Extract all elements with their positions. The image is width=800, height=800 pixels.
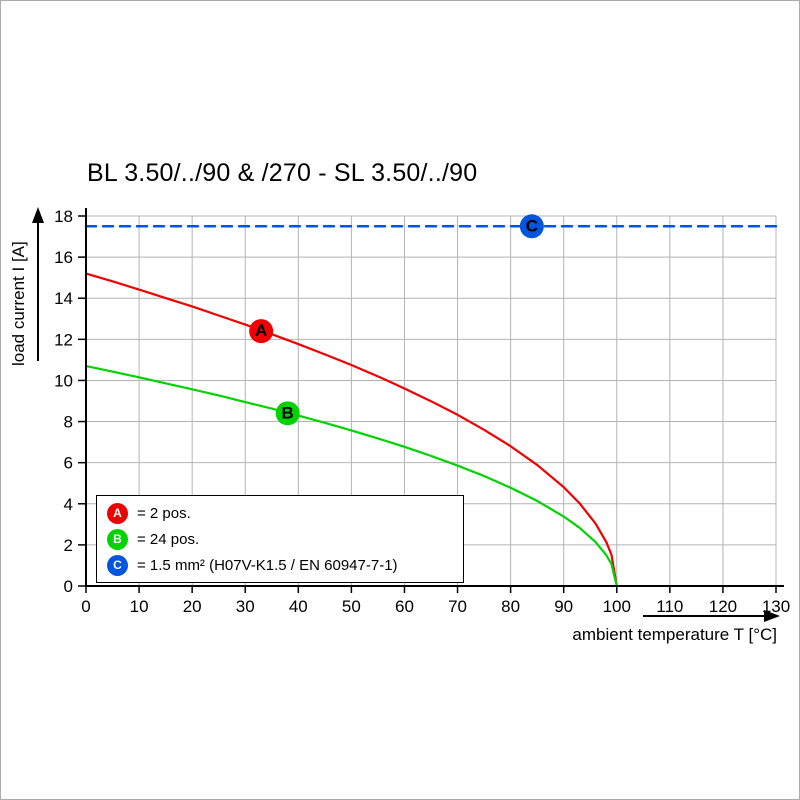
y-tick-label-12: 12	[54, 330, 73, 349]
y-axis-arrow-icon	[32, 207, 44, 361]
legend-item-b: B = 24 pos.	[107, 528, 453, 550]
x-tick-label-40: 40	[289, 597, 308, 616]
x-tick-label-80: 80	[501, 597, 520, 616]
legend-swatch-c-icon: C	[107, 554, 128, 576]
x-tick-label-100: 100	[603, 597, 631, 616]
chart-title: BL 3.50/../90 & /270 - SL 3.50/../90	[87, 159, 478, 187]
legend-label-b: = 24 pos.	[137, 530, 200, 548]
series-A-curve	[84, 272, 618, 588]
y-tick-label-0: 0	[64, 577, 73, 596]
y-tick-label-16: 16	[54, 248, 73, 267]
marker-C-bubble	[519, 214, 544, 239]
marker-B-bubble	[275, 401, 300, 426]
y-tick-label-8: 8	[64, 413, 73, 432]
legend-swatch-b-icon: B	[107, 528, 128, 550]
x-tick-label-0: 0	[81, 597, 90, 616]
x-tick-label-130: 130	[762, 597, 790, 616]
marker-A-bubble	[249, 319, 274, 344]
axis-layer: 0 10 20 30 40 50 60 70 80 90 100 110 120 130 0 2 4 6 8 10 12…	[54, 207, 790, 616]
x-tick-label-110: 110	[656, 597, 683, 616]
x-tick-label-10: 10	[130, 597, 149, 616]
y-tick-label-14: 14	[54, 289, 73, 308]
x-tick-label-50: 50	[342, 597, 361, 616]
legend-item-a: A = 2 pos.	[107, 502, 453, 524]
y-tick-label-2: 2	[64, 536, 73, 555]
marker-A-letter: A	[255, 321, 267, 340]
y-tick-label-4: 4	[64, 495, 73, 514]
legend-item-c: C = 1.5 mm² (H07V-K1.5 / EN 60947-7-1)	[107, 554, 453, 576]
x-tick-label-60: 60	[395, 597, 414, 616]
legend-label-c: = 1.5 mm² (H07V-K1.5 / EN 60947-7-1)	[137, 556, 398, 574]
x-axis-arrow-icon	[643, 610, 780, 622]
marker-B-letter: B	[282, 403, 294, 422]
marker-layer: A B C	[249, 214, 544, 426]
legend-label-a: = 2 pos.	[137, 504, 191, 522]
y-tick-label-18: 18	[54, 207, 73, 226]
x-tick-label-20: 20	[183, 597, 202, 616]
x-axis-label: ambient temperature T [°C]	[572, 625, 777, 644]
x-tick-label-70: 70	[448, 597, 467, 616]
marker-C-letter: C	[526, 216, 538, 235]
series-B-curve	[84, 364, 618, 588]
grid-layer	[86, 215, 777, 586]
x-tick-label-90: 90	[554, 597, 573, 616]
y-tick-label-6: 6	[64, 454, 73, 473]
y-tick-label-10: 10	[54, 371, 73, 390]
x-tick-label-30: 30	[236, 597, 255, 616]
legend: A = 2 pos. B = 24 pos. C = 1.5 mm² (H07V-K1.5…	[96, 495, 464, 583]
x-tick-label-120: 120	[709, 597, 737, 616]
series-layer	[84, 225, 778, 588]
legend-swatch-a-icon: A	[107, 502, 128, 524]
